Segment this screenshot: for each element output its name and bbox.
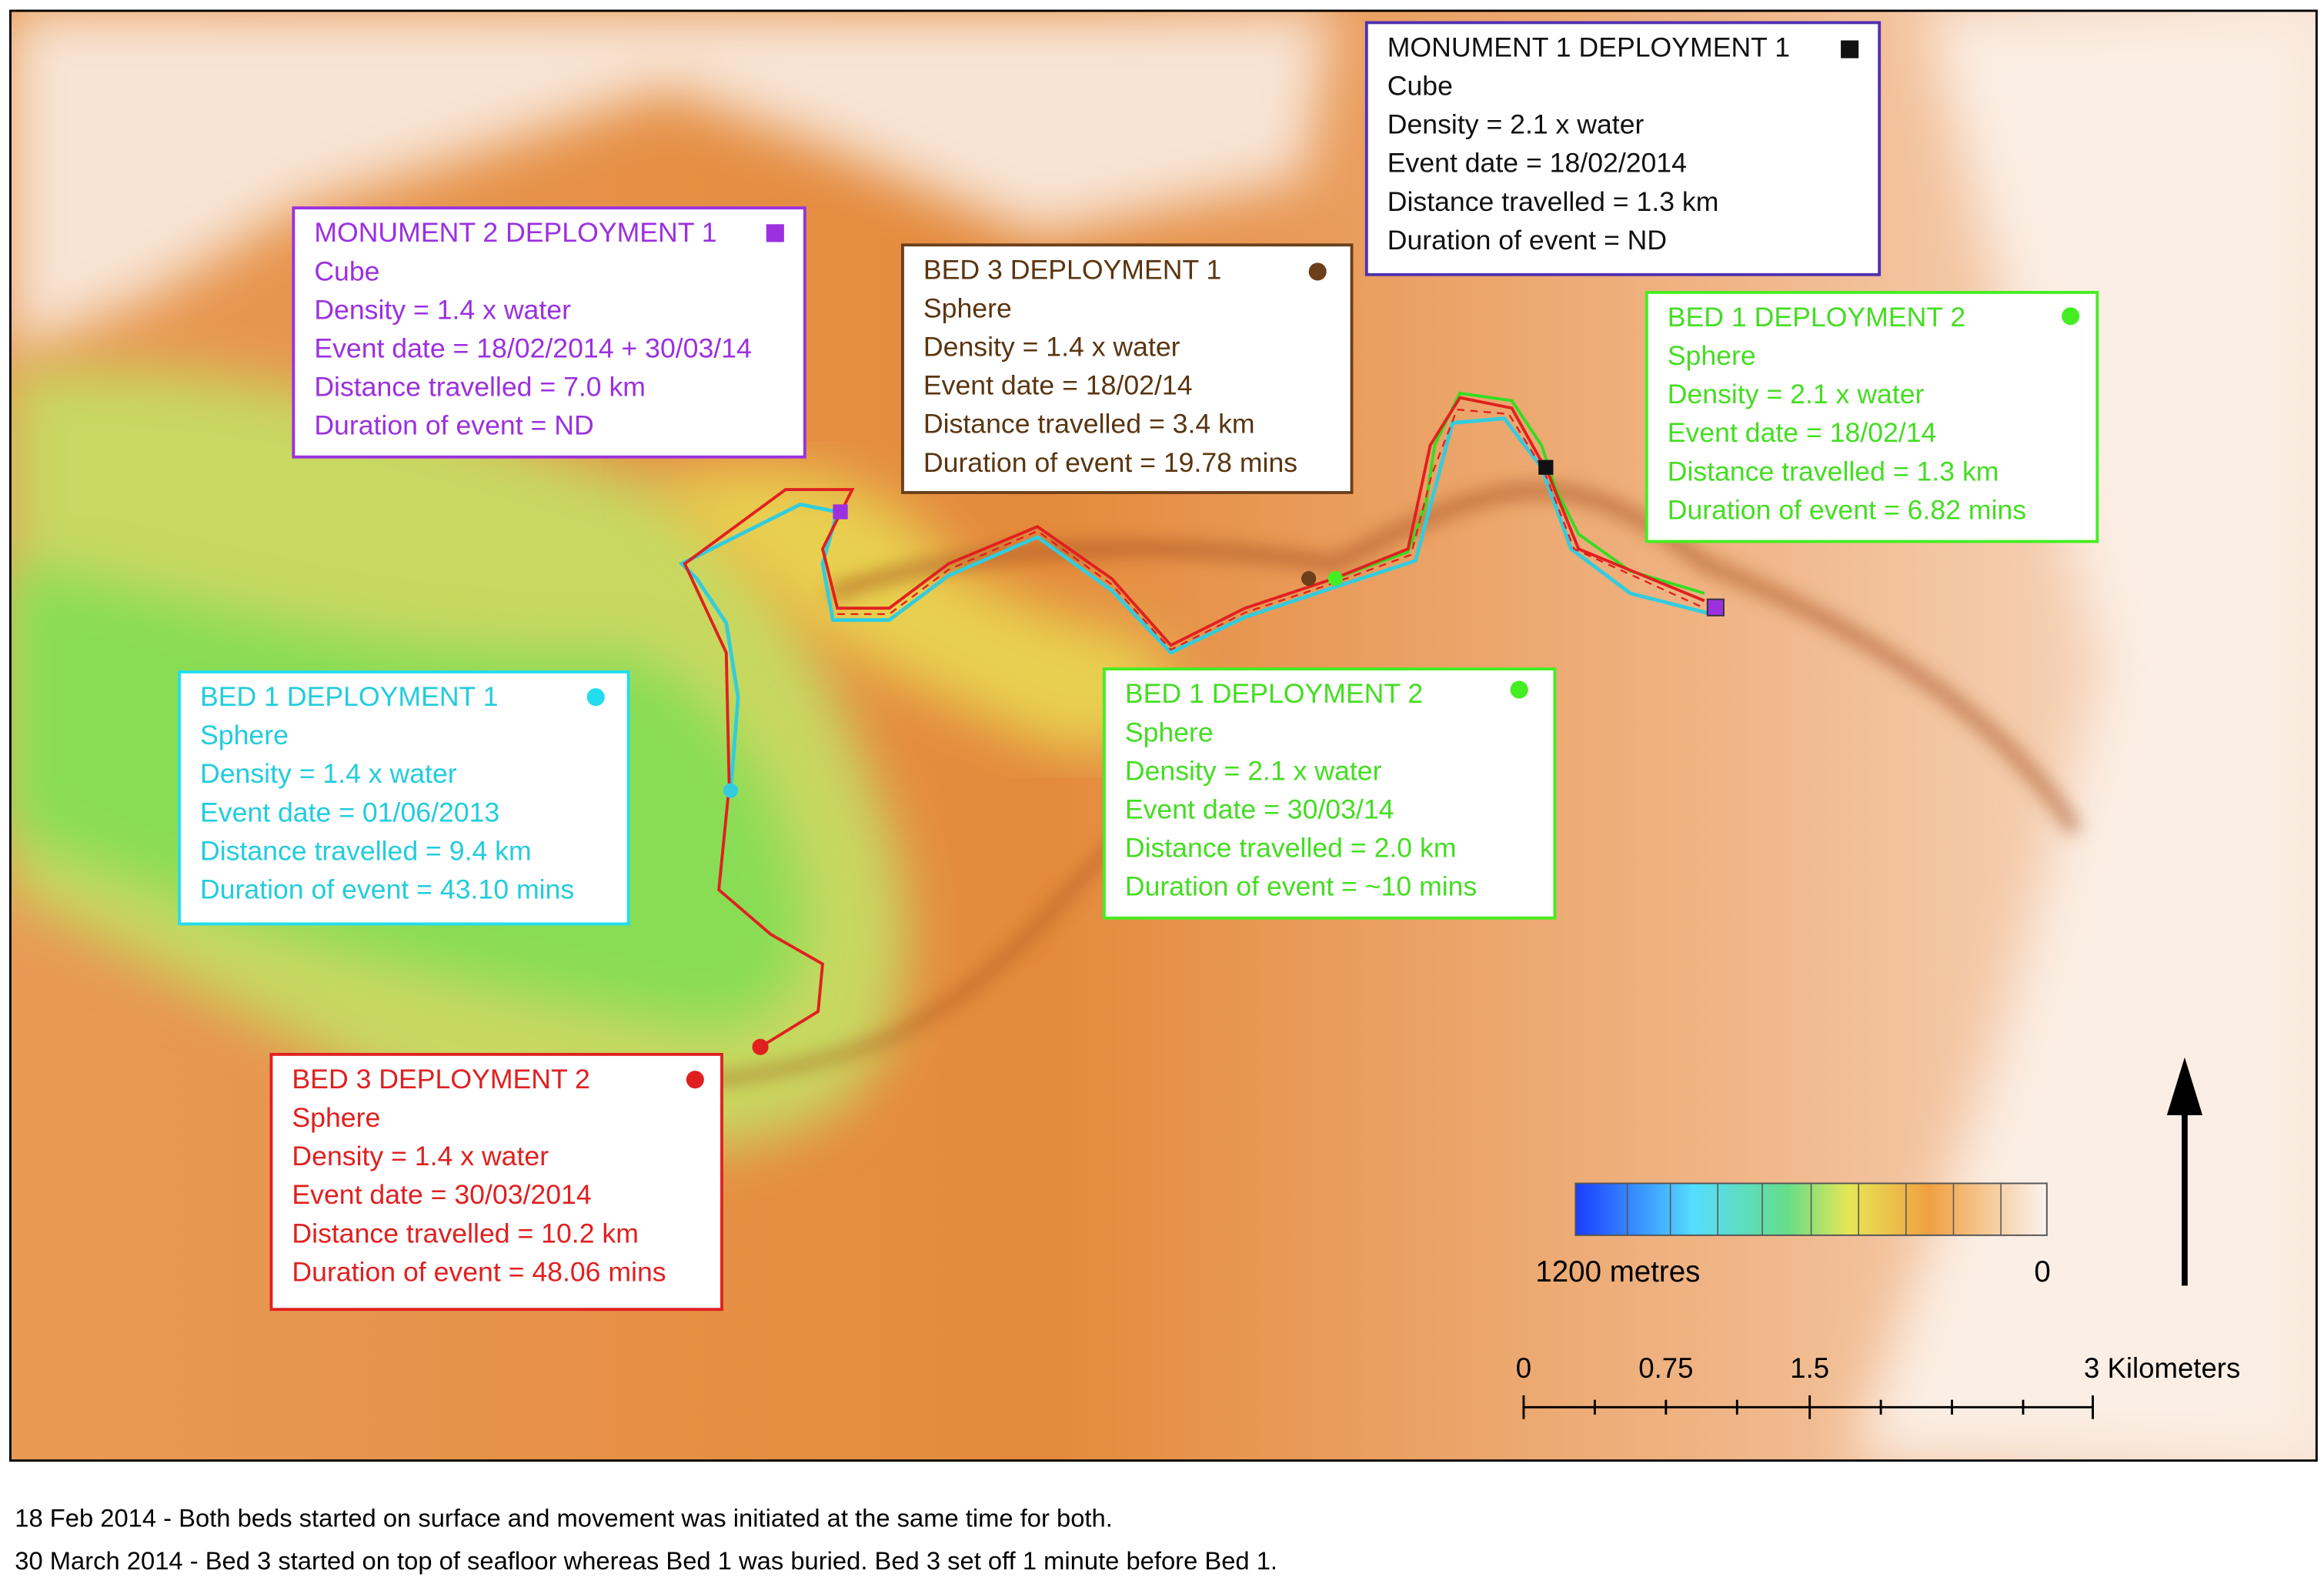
annotation-box: BED 1 DEPLOYMENT 1 Sphere Density = 1.4 x …: [178, 670, 630, 926]
box-title: BED 1 DEPLOYMENT 1: [200, 681, 498, 712]
box-line: Duration of event = 6.82 mins: [1668, 494, 2026, 525]
monument2-marker: [833, 504, 848, 520]
box-line: Distance travelled = 1.3 km: [1668, 456, 1999, 486]
box-line: Duration of event = ND: [1387, 225, 1667, 256]
box-line: Distance travelled = 10.2 km: [292, 1218, 638, 1248]
annotation-box: MONUMENT 2 DEPLOYMENT 1 Cube Density = 1.4…: [292, 206, 806, 459]
box-marker: [1308, 262, 1327, 281]
box-title: MONUMENT 1 DEPLOYMENT 1: [1387, 32, 1790, 62]
box-marker: [766, 224, 784, 242]
box-line: Distance travelled = 9.4 km: [200, 835, 532, 866]
annotation-box: BED 3 DEPLOYMENT 1 Sphere Density = 1.4 x …: [901, 243, 1354, 494]
bed3-marker: [1301, 571, 1317, 586]
box-line: Event date = 01/06/2013: [200, 797, 499, 827]
box-line: Event date = 18/02/2014: [1387, 148, 1687, 179]
box-line: Density = 1.4 x water: [923, 332, 1180, 363]
box-line: Sphere: [292, 1102, 380, 1133]
annotation-box: MONUMENT 1 DEPLOYMENT 1 Cube Density = 2.1…: [1364, 21, 1882, 276]
legend-divisions: [1626, 1183, 2002, 1235]
depth-legend: 1200 metres 0: [1535, 1182, 2051, 1288]
box-line: Density = 2.1 x water: [1387, 109, 1644, 140]
box-line: Density = 1.4 x water: [314, 294, 571, 325]
box-marker: [2062, 307, 2080, 326]
box-marker: [1841, 40, 1859, 58]
scale-label: 0.75: [1638, 1352, 1693, 1384]
scale-label: 3 Kilometers: [2084, 1352, 2240, 1384]
box-line: Duration of event = ~10 mins: [1125, 871, 1477, 902]
box-line: Sphere: [1668, 340, 1756, 371]
box-line: Event date = 18/02/14: [923, 370, 1193, 401]
scale-label: 0: [1516, 1352, 1531, 1384]
box-line: Event date = 18/02/14: [1668, 417, 1937, 448]
box-line: Event date = 30/03/2014: [292, 1179, 591, 1210]
legend-low-label: 1200 metres: [1535, 1255, 1700, 1288]
box-title: BED 1 DEPLOYMENT 2: [1668, 302, 1965, 333]
box-title: MONUMENT 2 DEPLOYMENT 1: [314, 217, 716, 248]
box-line: Sphere: [200, 720, 289, 750]
box-frame: [269, 1052, 723, 1312]
legend-high-label: 0: [2034, 1255, 2050, 1288]
box-frame: [292, 206, 806, 459]
cyan-track: [678, 416, 1713, 791]
map-frame: [9, 9, 2318, 1462]
box-line: Distance travelled = 2.0 km: [1125, 833, 1457, 864]
annotation-box: BED 1 DEPLOYMENT 2 Sphere Density = 2.1 x …: [1102, 667, 1557, 920]
monument2-end-marker: [1706, 598, 1725, 617]
annotation-box: BED 1 DEPLOYMENT 2 Sphere Density = 2.1 x …: [1644, 291, 2099, 543]
annotation-box: BED 3 DEPLOYMENT 2 Sphere Density = 1.4 x …: [269, 1052, 723, 1312]
box-line: Cube: [314, 256, 379, 286]
box-frame: [1644, 291, 2099, 543]
box-line: Distance travelled = 7.0 km: [314, 372, 646, 403]
box-line: Cube: [1387, 71, 1453, 102]
bed3-start-marker: [752, 1038, 769, 1055]
box-line: Duration of event = 43.10 mins: [200, 874, 574, 904]
box-line: Density = 2.1 x water: [1668, 379, 1925, 409]
box-line: Duration of event = ND: [314, 410, 593, 441]
red-track: [683, 396, 1705, 1048]
box-marker: [1510, 680, 1528, 699]
annotation-boxes: MONUMENT 2 DEPLOYMENT 1 Cube Density = 1.4…: [178, 21, 2099, 1312]
box-line: Density = 2.1 x water: [1125, 755, 1382, 786]
caption-line: 30 March 2014 - Bed 3 started on top of …: [15, 1546, 1277, 1575]
box-line: Density = 1.4 x water: [200, 758, 457, 789]
box-line: Event date = 30/03/14: [1125, 794, 1394, 824]
box-title: BED 3 DEPLOYMENT 2: [292, 1064, 589, 1094]
box-line: Sphere: [1125, 717, 1214, 747]
box-marker: [586, 688, 605, 707]
box-line: Sphere: [923, 292, 1012, 323]
box-line: Duration of event = 19.78 mins: [923, 447, 1297, 478]
box-line: Duration of event = 48.06 mins: [292, 1256, 666, 1287]
box-line: Distance travelled = 3.4 km: [923, 409, 1255, 439]
north-arrow: [2166, 1057, 2203, 1286]
box-line: Density = 1.4 x water: [292, 1141, 549, 1171]
box-line: Distance travelled = 1.3 km: [1387, 186, 1719, 217]
scale-label: 1.5: [1790, 1352, 1829, 1384]
box-frame: [901, 243, 1354, 494]
bed1-start-marker: [723, 783, 739, 798]
flow-paths: [678, 391, 1725, 1055]
box-line: Event date = 18/02/2014 + 30/03/14: [314, 333, 752, 363]
caption-line: 18 Feb 2014 - Both beds started on surfa…: [15, 1503, 1113, 1532]
monument1-marker: [1538, 459, 1554, 475]
box-title: BED 3 DEPLOYMENT 1: [923, 254, 1221, 285]
box-marker: [686, 1071, 704, 1089]
box-frame: [178, 670, 630, 926]
bed1-marker: [1327, 571, 1343, 586]
scale-bar: 0 0.75 1.5 3 Kilometers: [1516, 1352, 2240, 1419]
box-title: BED 1 DEPLOYMENT 2: [1125, 678, 1423, 709]
box-frame: [1102, 667, 1557, 920]
box-frame: [1364, 21, 1882, 276]
